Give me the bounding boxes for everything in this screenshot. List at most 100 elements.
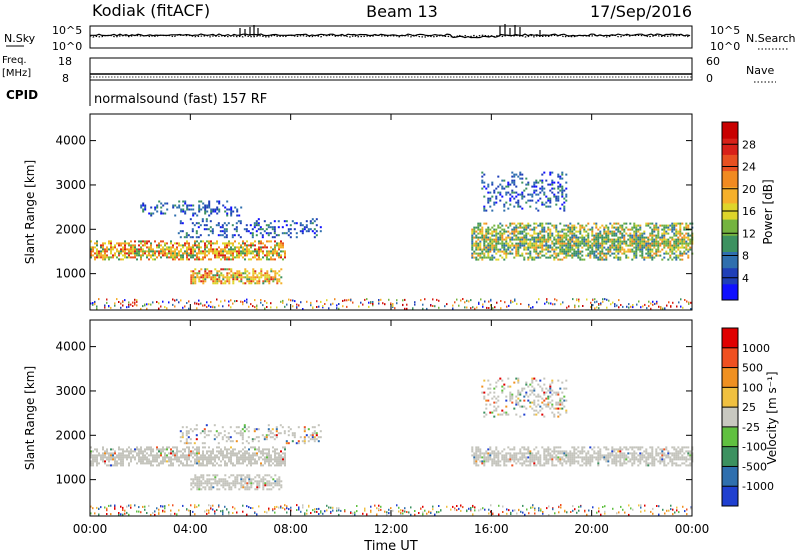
echo-cell [529, 240, 532, 243]
echo-cell [521, 454, 524, 457]
echo-cell [493, 228, 496, 231]
echo-cell [198, 208, 201, 211]
echo-cell [244, 458, 246, 461]
echo-cell [278, 462, 280, 465]
echo-cell [549, 456, 552, 459]
echo-cell [473, 452, 476, 455]
echo-cell [297, 442, 300, 445]
echo-cell [293, 222, 296, 225]
echo-cell [281, 226, 284, 229]
echo-cell [551, 240, 554, 243]
echo-cell [679, 252, 682, 255]
echo-cell [515, 230, 518, 233]
echo-cell [575, 452, 578, 455]
echo-cell [483, 248, 486, 251]
echo-cell [615, 232, 618, 235]
echo-cell [228, 248, 230, 251]
echo-cell [619, 256, 622, 259]
echo-cell [515, 228, 518, 231]
echo-cell [513, 205, 516, 208]
echo-cell [120, 306, 122, 309]
echo-cell [667, 228, 670, 231]
echo-cell [681, 238, 684, 241]
echo-cell [487, 458, 490, 461]
echo-cell [515, 377, 518, 380]
echo-cell [112, 456, 114, 459]
echo-cell [635, 226, 638, 229]
echo-cell [254, 278, 257, 281]
echo-cell [226, 454, 228, 457]
echo-cell [475, 448, 478, 451]
echo-cell [581, 450, 584, 453]
echo-cell [541, 181, 544, 184]
echo-cell [607, 234, 610, 237]
echo-cell [529, 458, 532, 461]
echo-cell [511, 458, 514, 461]
echo-cell [249, 224, 252, 227]
echo-cell [176, 246, 178, 249]
echo-cell [471, 248, 474, 251]
echo-cell [140, 204, 143, 207]
echo-cell [218, 480, 221, 483]
echo-cell [535, 464, 538, 467]
echo-cell [124, 456, 126, 459]
echo-cell [226, 242, 228, 245]
echo-cell [661, 236, 664, 239]
echo-cell [505, 411, 508, 414]
echo-cell [287, 426, 290, 429]
echo-cell [264, 272, 267, 275]
echo-cell [264, 254, 266, 257]
echo-cell [545, 462, 548, 465]
echo-cell [585, 230, 588, 233]
echo-cell [537, 395, 540, 398]
echo-cell [671, 230, 674, 233]
echo-cell [661, 248, 664, 251]
echo-cell [158, 250, 160, 253]
echo-cell [651, 230, 654, 233]
echo-cell [210, 462, 212, 465]
echo-cell [254, 272, 257, 275]
echo-cell [192, 208, 195, 211]
echo-cell [531, 389, 534, 392]
echo-cell [142, 208, 145, 211]
echo-cell [625, 240, 628, 243]
echo-cell [545, 256, 548, 259]
echo-cell [485, 460, 488, 463]
echo-cell [539, 460, 542, 463]
echo-cell [278, 476, 281, 479]
echo-cell [493, 201, 496, 204]
echo-cell [226, 450, 228, 453]
echo-cell [519, 177, 522, 180]
echo-cell [207, 434, 210, 437]
echo-cell [222, 276, 225, 279]
echo-cell [625, 256, 628, 259]
echo-cell [633, 230, 636, 233]
echo-cell [579, 258, 582, 261]
echo-cell [172, 206, 175, 209]
echo-cell [160, 212, 163, 215]
echo-cell [299, 436, 302, 439]
echo-cell [597, 242, 600, 245]
echo-cell [438, 299, 440, 302]
echo-cell [228, 304, 230, 307]
echo-cell [164, 248, 166, 251]
echo-cell [559, 175, 562, 178]
echo-cell [477, 458, 480, 461]
echo-cell [158, 448, 160, 451]
echo-cell [231, 236, 234, 239]
echo-cell [571, 446, 574, 449]
echo-cell [90, 250, 92, 253]
echo-cell [481, 232, 484, 235]
echo-cell [539, 250, 542, 253]
echo-cell [406, 303, 408, 306]
echo-cell [270, 250, 272, 253]
echo-cell [280, 462, 282, 465]
echo-cell [208, 458, 210, 461]
echo-cell [190, 464, 192, 467]
echo-cell [551, 460, 554, 463]
echo-cell [246, 270, 249, 273]
echo-cell [277, 226, 280, 229]
echo-cell [525, 226, 528, 229]
echo-cell [497, 462, 500, 465]
echo-cell [503, 464, 506, 467]
